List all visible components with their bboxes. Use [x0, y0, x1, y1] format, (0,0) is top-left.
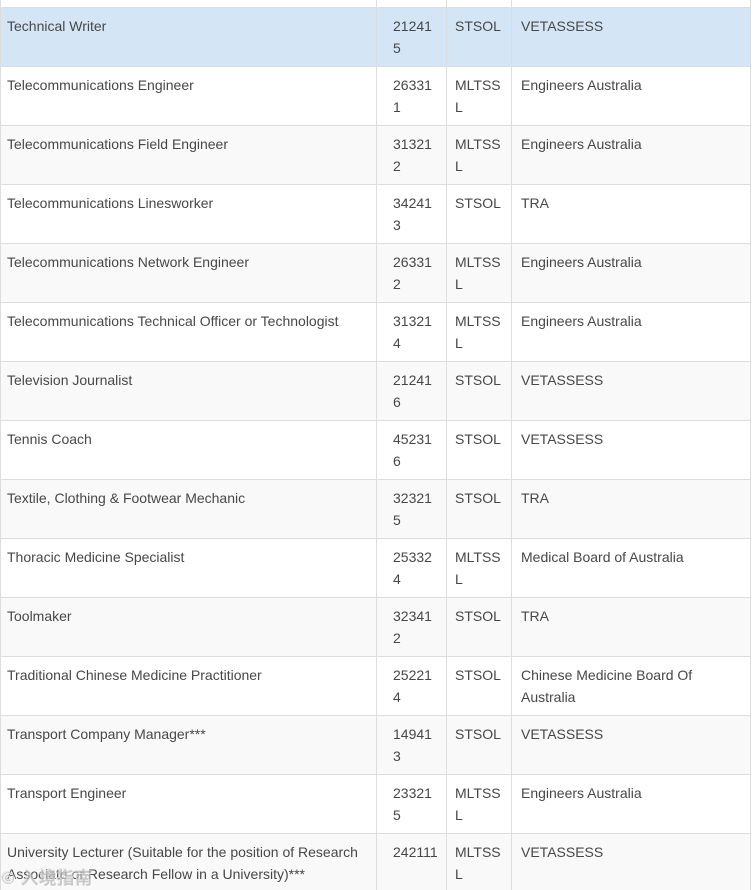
cell-authority: VETASSESS — [511, 7, 751, 67]
table-row[interactable]: Toolmaker 323412 STSOL TRA — [0, 597, 751, 657]
table-row[interactable]: Tennis Coach 452316 STSOL VETASSESS — [0, 420, 751, 480]
cell-code: 212415 — [376, 7, 447, 67]
cell-empty — [511, 0, 751, 8]
table-row[interactable]: Telecommunications Field Engineer 313212 M… — [0, 125, 751, 185]
cell-authority: Engineers Australia — [511, 774, 751, 834]
table-row[interactable]: Thoracic Medicine Specialist 253324 MLTSSL… — [0, 538, 751, 598]
cell-code: 263312 — [376, 243, 447, 303]
cell-empty — [446, 0, 512, 8]
table-row[interactable]: Telecommunications Network Engineer 26331… — [0, 243, 751, 303]
cell-authority: Engineers Australia — [511, 243, 751, 303]
cell-list: MLTSSL — [446, 302, 512, 362]
cell-authority: Chinese Medicine Board Of Australia — [511, 656, 751, 716]
cell-list: MLTSSL — [446, 833, 512, 890]
table-row-partial[interactable] — [0, 0, 751, 8]
cell-list: STSOL — [446, 361, 512, 421]
cell-code: 313212 — [376, 125, 447, 185]
table-row[interactable]: Telecommunications Technical Officer or … — [0, 302, 751, 362]
cell-code: 149413 — [376, 715, 447, 775]
cell-occupation: Thoracic Medicine Specialist — [0, 538, 377, 598]
cell-list: STSOL — [446, 479, 512, 539]
cell-code: 452316 — [376, 420, 447, 480]
cell-occupation: Telecommunications Linesworker — [0, 184, 377, 244]
cell-authority: TRA — [511, 597, 751, 657]
cell-occupation: University Lecturer (Suitable for the po… — [0, 833, 377, 890]
table-row[interactable]: University Lecturer (Suitable for the po… — [0, 833, 751, 890]
table-row[interactable]: Telecommunications Linesworker 342413 STSO… — [0, 184, 751, 244]
cell-list: MLTSSL — [446, 243, 512, 303]
cell-occupation: Toolmaker — [0, 597, 377, 657]
cell-authority: VETASSESS — [511, 833, 751, 890]
cell-authority: Engineers Australia — [511, 302, 751, 362]
cell-authority: VETASSESS — [511, 361, 751, 421]
cell-list: MLTSSL — [446, 125, 512, 185]
cell-occupation: Telecommunications Network Engineer — [0, 243, 377, 303]
cell-occupation: Telecommunications Technical Officer or … — [0, 302, 377, 362]
cell-authority: VETASSESS — [511, 420, 751, 480]
cell-list: STSOL — [446, 420, 512, 480]
cell-code: 253324 — [376, 538, 447, 598]
cell-code: 252214 — [376, 656, 447, 716]
cell-authority: Engineers Australia — [511, 125, 751, 185]
cell-occupation: Transport Company Manager*** — [0, 715, 377, 775]
cell-authority: Engineers Australia — [511, 66, 751, 126]
table-row[interactable]: Telecommunications Engineer 263311 MLTSSL E… — [0, 66, 751, 126]
cell-list: MLTSSL — [446, 538, 512, 598]
cell-authority: VETASSESS — [511, 715, 751, 775]
cell-code: 342413 — [376, 184, 447, 244]
table-row[interactable]: Textile, Clothing & Footwear Mechanic 323… — [0, 479, 751, 539]
table-row[interactable]: Television Journalist 212416 STSOL VETASSES… — [0, 361, 751, 421]
cell-code: 263311 — [376, 66, 447, 126]
cell-code: 323412 — [376, 597, 447, 657]
cell-occupation: Television Journalist — [0, 361, 377, 421]
cell-list: STSOL — [446, 597, 512, 657]
cell-code: 212416 — [376, 361, 447, 421]
cell-list: MLTSSL — [446, 774, 512, 834]
cell-list: STSOL — [446, 715, 512, 775]
cell-list: STSOL — [446, 184, 512, 244]
cell-occupation: Telecommunications Field Engineer — [0, 125, 377, 185]
cell-authority: TRA — [511, 184, 751, 244]
cell-occupation: Technical Writer — [0, 7, 377, 67]
table-row[interactable]: Transport Engineer 233215 MLTSSL Engineers … — [0, 774, 751, 834]
cell-occupation: Tennis Coach — [0, 420, 377, 480]
cell-code: 313214 — [376, 302, 447, 362]
cell-code: 323215 — [376, 479, 447, 539]
cell-empty — [376, 0, 447, 8]
cell-code: 233215 — [376, 774, 447, 834]
table-row[interactable]: Technical Writer 212415 STSOL VETASSESS — [0, 7, 751, 67]
cell-authority: Medical Board of Australia — [511, 538, 751, 598]
cell-occupation: Transport Engineer — [0, 774, 377, 834]
cell-authority: TRA — [511, 479, 751, 539]
cell-occupation: Traditional Chinese Medicine Practitione… — [0, 656, 377, 716]
cell-occupation: Telecommunications Engineer — [0, 66, 377, 126]
table-row[interactable]: Traditional Chinese Medicine Practitione… — [0, 656, 751, 716]
table-row[interactable]: Transport Company Manager*** 149413 STSOL V… — [0, 715, 751, 775]
cell-code: 242111 — [376, 833, 447, 890]
cell-empty — [0, 0, 377, 8]
cell-list: STSOL — [446, 656, 512, 716]
cell-list: STSOL — [446, 7, 512, 67]
cell-occupation: Textile, Clothing & Footwear Mechanic — [0, 479, 377, 539]
cell-list: MLTSSL — [446, 66, 512, 126]
